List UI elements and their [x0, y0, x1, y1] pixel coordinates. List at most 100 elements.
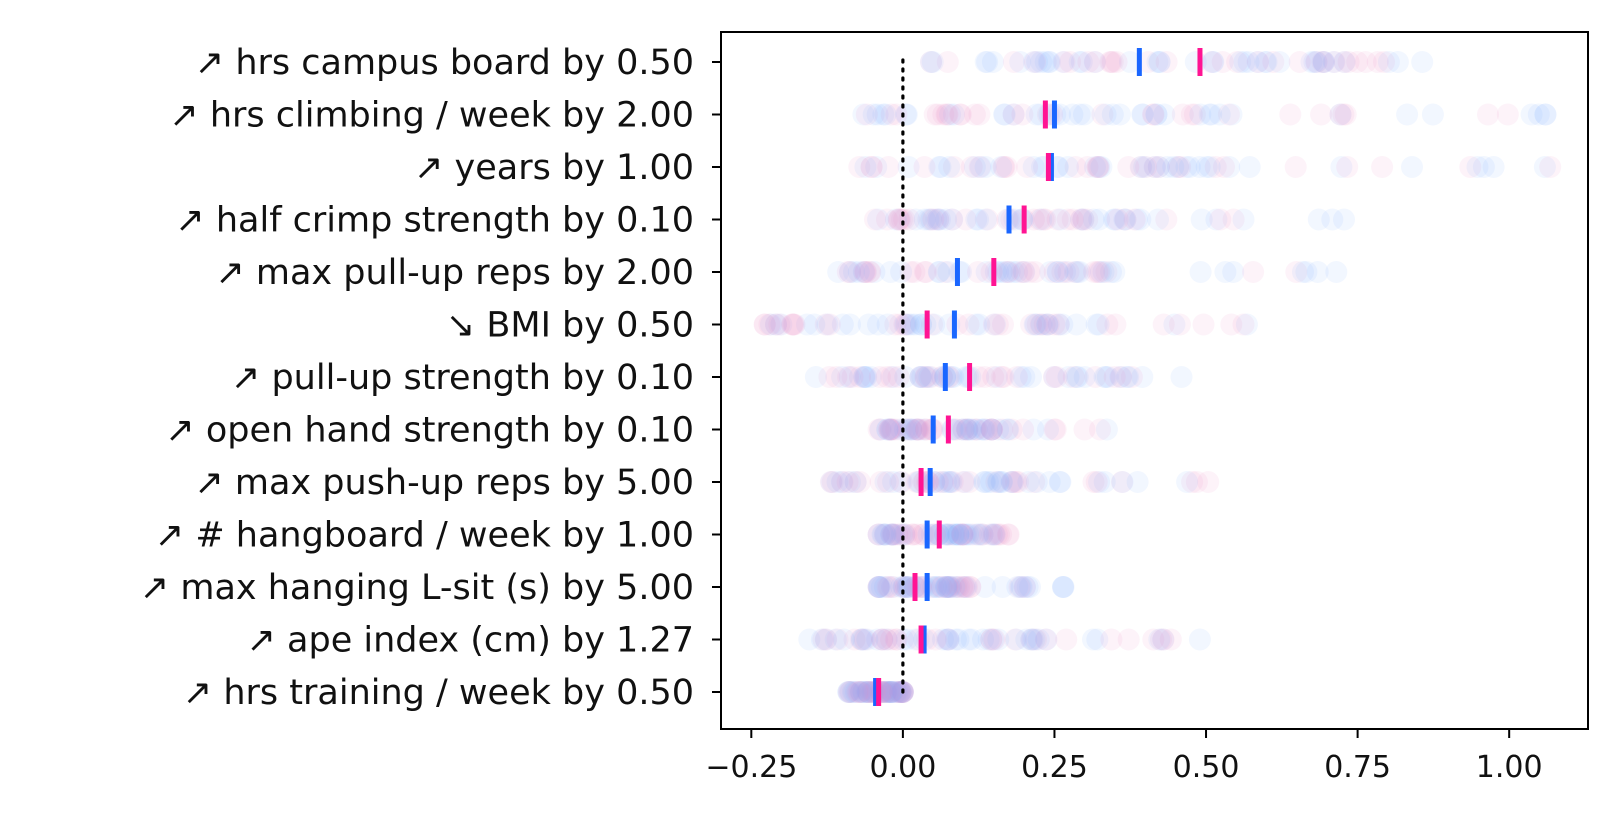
data-point-series-a: [1312, 51, 1335, 73]
y-tick-label: ↗ years by 1.00: [414, 148, 694, 188]
data-point-series-b: [948, 576, 971, 598]
data-point-series-b: [1005, 366, 1028, 388]
data-point-series-b: [990, 366, 1013, 388]
data-point-series-a: [876, 681, 899, 703]
data-point-series-b: [1155, 51, 1178, 73]
data-point-series-b: [781, 313, 804, 336]
data-point-series-b: [934, 261, 957, 283]
data-point-series-a: [974, 471, 996, 493]
data-point-series-b: [1002, 103, 1025, 126]
data-point-series-a: [1084, 156, 1106, 178]
data-point-series-a: [957, 523, 980, 546]
data-point-series-b: [858, 261, 881, 283]
data-point-series-a: [906, 418, 929, 441]
data-point-series-a: [854, 366, 877, 388]
data-point-series-b: [932, 103, 955, 126]
data-point-series-a: [824, 628, 847, 651]
data-point-series-a: [1025, 103, 1048, 126]
data-point-series-b: [980, 418, 1003, 441]
data-point-series-b: [960, 156, 983, 178]
data-point-series-a: [938, 576, 961, 598]
data-point-series-a: [867, 313, 889, 336]
data-point-series-a: [944, 628, 967, 651]
data-point-series-a: [1303, 51, 1326, 73]
data-point-series-b: [990, 523, 1013, 546]
data-point-series-b: [1064, 156, 1087, 178]
data-point-series-a: [907, 471, 930, 493]
data-point-series-b: [1077, 51, 1100, 73]
data-point-series-a: [1208, 103, 1231, 126]
data-point-series-a: [950, 523, 973, 546]
data-point-series-a: [1188, 628, 1211, 651]
data-point-series-b: [920, 366, 943, 388]
data-point-series-b: [1057, 261, 1080, 283]
data-point-series-a: [1205, 208, 1228, 231]
data-point-series-b: [831, 471, 854, 493]
data-point-series-a: [967, 523, 990, 546]
data-point-series-b: [1033, 313, 1056, 336]
data-point-series-a: [1047, 261, 1069, 283]
data-point-series-b: [891, 208, 913, 231]
data-point-series-b: [1099, 51, 1121, 73]
data-point-series-a: [1088, 471, 1111, 493]
data-point-series-b: [856, 681, 879, 703]
data-point-series-a: [1312, 51, 1335, 73]
data-point-series-b: [1022, 208, 1045, 231]
data-point-series-b: [942, 156, 965, 178]
data-point-series-b: [1313, 51, 1335, 73]
data-point-series-b: [1082, 471, 1105, 493]
data-point-series-b: [1004, 628, 1027, 651]
data-point-series-b: [993, 156, 1016, 178]
data-point-series-a: [1295, 261, 1318, 283]
data-point-series-a: [770, 313, 793, 336]
data-point-series-a: [870, 576, 893, 598]
data-point-series-b: [1096, 313, 1119, 336]
data-point-series-b: [896, 418, 919, 441]
data-point-series-b: [1242, 261, 1265, 283]
data-point-series-a: [1009, 366, 1032, 388]
data-point-series-b: [1354, 51, 1377, 73]
data-point-series-a: [1466, 156, 1489, 178]
data-points-layer: [753, 51, 1562, 703]
data-point-series-a: [904, 418, 927, 441]
data-point-series-a: [1377, 51, 1400, 73]
data-point-series-b: [819, 471, 842, 493]
data-point-series-b: [905, 418, 928, 441]
data-point-series-a: [955, 576, 977, 598]
data-point-series-b: [1247, 51, 1270, 73]
data-point-series-b: [986, 313, 1009, 336]
data-point-series-a: [857, 313, 880, 336]
data-point-series-a: [871, 628, 894, 651]
data-point-series-b: [1061, 208, 1084, 231]
data-point-series-b: [765, 313, 788, 336]
data-point-series-a: [935, 208, 958, 231]
data-point-series-a: [877, 681, 900, 703]
data-point-series-b: [895, 576, 917, 598]
data-point-series-b: [1007, 471, 1030, 493]
data-point-series-b: [878, 418, 901, 441]
data-point-series-a: [935, 471, 958, 493]
x-tick-label: 0.00: [869, 750, 936, 785]
data-point-series-b: [1496, 103, 1519, 126]
data-point-series-a: [936, 628, 959, 651]
data-point-series-a: [966, 418, 989, 441]
data-point-series-a: [892, 576, 915, 598]
data-point-series-a: [1023, 628, 1046, 651]
data-point-series-a: [966, 523, 989, 546]
data-point-series-a: [1200, 103, 1223, 126]
data-point-series-b: [924, 628, 947, 651]
data-point-series-b: [913, 156, 936, 178]
data-point-series-a: [765, 313, 787, 336]
data-point-series-b: [1181, 471, 1204, 493]
data-point-series-a: [1022, 418, 1045, 441]
data-point-series-b: [854, 261, 877, 283]
data-point-series-a: [862, 103, 885, 126]
data-point-series-b: [864, 208, 886, 231]
data-point-series-a: [1162, 156, 1185, 178]
x-tick-label: 1.00: [1476, 750, 1543, 785]
data-point-series-a: [1175, 156, 1198, 178]
data-point-series-a: [890, 261, 913, 283]
data-point-series-b: [983, 523, 1006, 546]
y-tick-label: ↗ open hand strength by 0.10: [165, 411, 694, 451]
